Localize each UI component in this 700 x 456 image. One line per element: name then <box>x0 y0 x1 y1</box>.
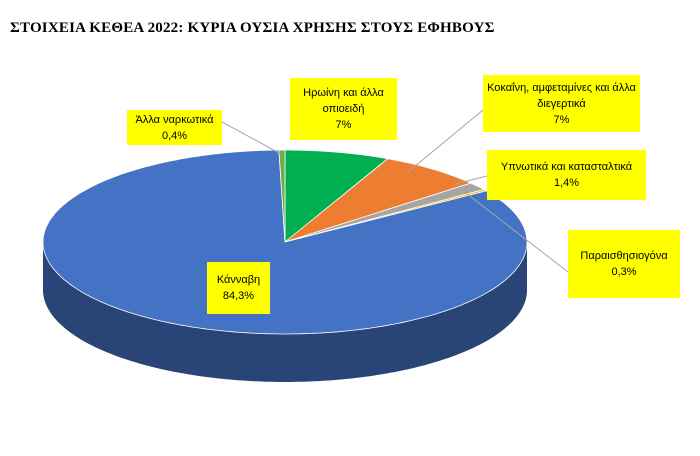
label-name: Παραισθησιογόνα <box>580 250 668 262</box>
data-label: Ηρωίνη και άλλα οπιοειδή 7% <box>290 78 397 140</box>
chart-title: ΣΤΟΙΧΕΙΑ ΚΕΘΕΑ 2022: ΚΥΡΙΑ ΟΥΣΙΑ ΧΡΗΣΗΣ … <box>10 20 495 36</box>
leader-line <box>221 121 282 155</box>
label-name: Ηρωίνη και άλλα οπιοειδή <box>303 87 384 115</box>
label-value: 0,4% <box>161 129 188 142</box>
slice <box>278 149 286 243</box>
slice <box>284 149 389 243</box>
label-name: Κάνναβη <box>216 274 261 286</box>
label-value: 7% <box>553 113 570 126</box>
leader-line <box>461 189 569 273</box>
data-label: Κοκαΐνη, αμφεταμίνες και άλλα διεγερτικά… <box>483 75 640 132</box>
slice-side <box>43 242 527 382</box>
label-value: 0,3% <box>611 266 637 278</box>
label-name: Κοκαΐνη, αμφεταμίνες και άλλα διεγερτικά <box>487 81 636 110</box>
label-value: 84,3% <box>222 290 255 302</box>
label-value: 7% <box>335 119 352 131</box>
label-name: Άλλα ναρκωτικά <box>135 113 214 126</box>
data-label: Υπνωτικά και κατασταλτικά 1,4% <box>487 150 646 200</box>
leader-line <box>407 109 484 173</box>
data-label: Κάνναβη 84,3% <box>207 262 270 314</box>
leader-line <box>454 175 488 185</box>
data-label: Παραισθησιογόνα 0,3% <box>568 230 680 298</box>
label-name: Υπνωτικά και κατασταλτικά <box>500 161 633 173</box>
data-label: Άλλα ναρκωτικά 0,4% <box>127 110 222 145</box>
label-value: 1,4% <box>553 177 580 189</box>
slice <box>284 158 473 243</box>
